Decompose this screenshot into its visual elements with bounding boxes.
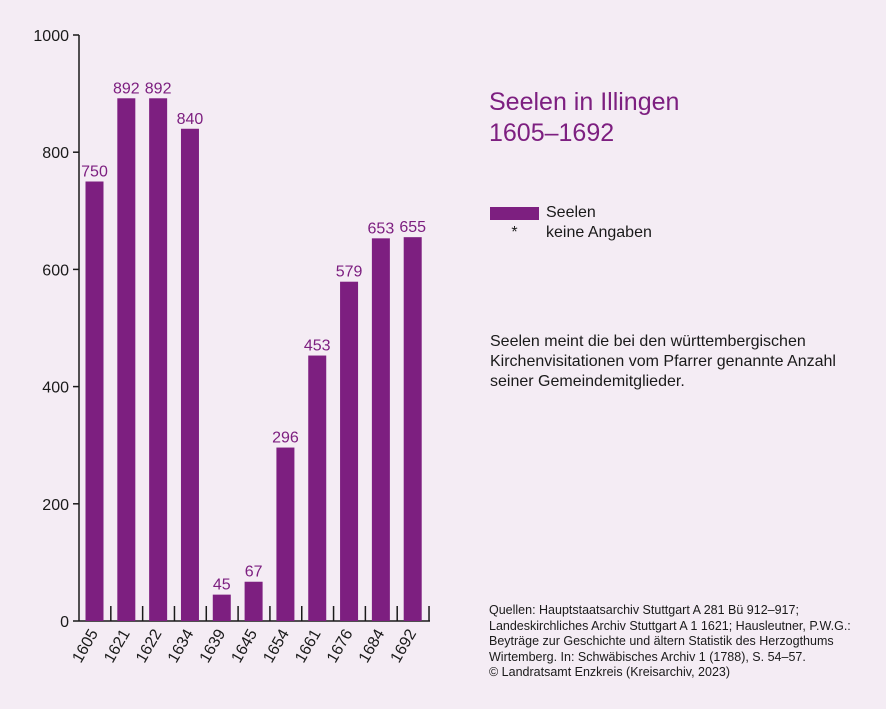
legend-item-no-data: * keine Angaben <box>490 223 652 243</box>
bar <box>212 594 231 621</box>
sources-line: Wirtemberg. In: Schwäbisches Archiv 1 (1… <box>489 649 806 664</box>
bar <box>371 238 390 622</box>
chart-title: Seelen in Illingen 1605–1692 <box>489 87 869 149</box>
bar <box>244 581 263 621</box>
x-tick-label: 1661 <box>292 626 325 665</box>
chart-title-line-2: 1605–1692 <box>489 119 615 147</box>
copyright-line: © Landratsamt Enzkreis (Kreisarchiv, 202… <box>489 665 731 679</box>
sources-block: Quellen: Hauptstaatsarchiv Stuttgart A 2… <box>489 603 874 681</box>
data-label: 840 <box>177 111 204 128</box>
x-tick-label: 1621 <box>101 626 134 665</box>
legend-label-no-data: keine Angaben <box>546 224 652 241</box>
y-tick-label: 400 <box>42 380 69 397</box>
data-label: 579 <box>336 264 363 281</box>
bar <box>149 98 168 621</box>
data-label: 892 <box>113 80 140 97</box>
explanatory-note: Seelen meint die bei den württembergisch… <box>490 333 836 390</box>
y-tick-label: 0 <box>60 614 69 631</box>
legend-item-seelen: Seelen <box>490 203 652 223</box>
legend: Seelen * keine Angaben <box>490 203 652 243</box>
data-label: 296 <box>272 430 299 447</box>
legend-swatch <box>490 206 539 220</box>
data-label: 653 <box>368 220 395 237</box>
data-label: 655 <box>399 219 426 236</box>
x-tick-label: 1605 <box>69 626 102 665</box>
x-tick-label: 1645 <box>229 626 262 665</box>
x-tick-label: 1634 <box>165 626 198 665</box>
y-tick-label: 1000 <box>33 28 69 45</box>
chart-title-line-1: Seelen in Illingen <box>489 88 680 116</box>
y-tick-label: 600 <box>42 262 69 279</box>
bar <box>340 281 359 621</box>
bar <box>117 98 136 621</box>
bar-chart: 0 200 400 600 800 1000 750 1605 892 1621 892 1622 84… <box>33 28 430 666</box>
x-tick-label: 1684 <box>356 626 389 665</box>
asterisk-icon: * <box>511 224 518 241</box>
sources-line: Beyträge zur Geschichte und ältern Stati… <box>489 634 834 648</box>
x-tick-label: 1676 <box>324 626 357 665</box>
data-label: 750 <box>81 164 108 181</box>
data-label: 67 <box>245 564 263 581</box>
x-tick-label: 1692 <box>388 626 421 665</box>
x-tick-label: 1639 <box>197 626 230 665</box>
data-label: 45 <box>213 577 231 594</box>
bar <box>403 237 422 622</box>
legend-label-seelen: Seelen <box>546 204 596 221</box>
sources-line: Quellen: Hauptstaatsarchiv Stuttgart A 2… <box>489 603 799 617</box>
bar <box>308 355 327 621</box>
sources-line: Landeskirchliches Archiv Stuttgart A 1 1… <box>489 618 851 633</box>
bar <box>85 181 104 621</box>
bar <box>276 447 295 621</box>
y-tick-label: 800 <box>42 145 69 162</box>
y-tick-label: 200 <box>42 497 69 514</box>
x-tick-label: 1654 <box>260 626 293 665</box>
x-tick-label: 1622 <box>133 626 166 665</box>
data-label: 453 <box>304 338 331 355</box>
bar <box>180 128 199 621</box>
data-label: 892 <box>145 80 172 97</box>
